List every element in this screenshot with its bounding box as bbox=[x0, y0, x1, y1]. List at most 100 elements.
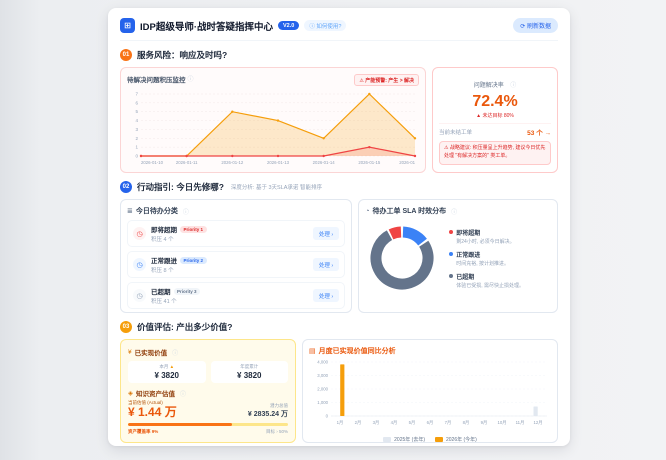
trend-card-title: 月度已实现价值同比分析 bbox=[318, 348, 396, 355]
realized-value-title: 已实现价值 bbox=[134, 350, 168, 357]
info-icon[interactable]: ⓘ bbox=[187, 77, 194, 83]
month-value-box: 本月 ▲ ¥ 3820 bbox=[128, 361, 206, 383]
legend-desc: 剩24小时, 必须今日解决。 bbox=[456, 238, 515, 245]
sla-legend: 即将超期 剩24小时, 必须今日解决。 正常跟进 时间充裕, 按计划推进。 bbox=[449, 228, 524, 289]
backlog-count: 积压 8 个 bbox=[151, 268, 174, 274]
svg-text:2026-01-14: 2026-01-14 bbox=[313, 160, 336, 165]
refresh-data-button[interactable]: ⟳ 刷新数据 bbox=[513, 18, 558, 33]
todo-row-on-track[interactable]: ◷ 正常跟进 Priority 2 积压 8 个 处理 › bbox=[127, 251, 346, 278]
svg-text:3: 3 bbox=[135, 127, 138, 132]
yen-icon: ¥ bbox=[128, 348, 132, 356]
svg-text:2026-01-12: 2026-01-12 bbox=[221, 160, 244, 165]
legend-dot bbox=[449, 274, 454, 278]
svg-text:2026-01-13: 2026-01-13 bbox=[267, 160, 290, 165]
ytd-value: ¥ 3820 bbox=[237, 371, 262, 380]
ytd-value-box: 年度累计 ¥ 3820 bbox=[210, 361, 288, 383]
info-icon[interactable]: ⓘ bbox=[180, 391, 187, 398]
clock-icon: ◷ bbox=[133, 289, 146, 302]
legend-swatch bbox=[435, 437, 443, 442]
todo-card-title: 今日待办分类 bbox=[135, 208, 178, 215]
todo-label: 即将超期 bbox=[151, 227, 177, 234]
legend-dot bbox=[449, 230, 454, 234]
legend-label: 已超期 bbox=[456, 274, 475, 281]
svg-text:1: 1 bbox=[135, 145, 138, 150]
open-tickets-value[interactable]: 53 个 → bbox=[527, 130, 551, 137]
svg-text:7月: 7月 bbox=[445, 420, 452, 426]
priority-badge: Priority 1 bbox=[180, 225, 207, 233]
handle-button[interactable]: 处理 › bbox=[312, 289, 340, 302]
section-risk-header: 01 服务风险：响应及时吗? bbox=[120, 49, 558, 61]
month-value: ¥ 3820 bbox=[154, 371, 179, 380]
legend-label: 2025年 (去年) bbox=[394, 437, 425, 443]
svg-text:2月: 2月 bbox=[355, 420, 362, 426]
info-icon[interactable]: ⓘ bbox=[182, 209, 189, 216]
asset-value-title: 知识资产估值 bbox=[136, 391, 175, 398]
strategy-alert: ⚠ 战略建议: 积压量呈上升趋势, 建议今日优先处理 "有解决方案的" 类工单。 bbox=[439, 141, 551, 165]
section-action-header: 02 行动指引: 今日先修哪? 深度分析: 基于 3天SLA承诺 智能排序 bbox=[120, 181, 558, 193]
dashboard-panel: ⊞ IDP超级导师·战时答疑指挥中心 V2.0 ⓘ 如何使用? ⟳ 刷新数据 0… bbox=[108, 8, 570, 446]
todo-row-overdue-soon[interactable]: ◷ 即将超期 Priority 1 积压 4 个 处理 › bbox=[127, 220, 346, 247]
handle-button[interactable]: 处理 › bbox=[312, 227, 340, 240]
legend-desc: 体验已受损, 需尽快止损处理。 bbox=[456, 282, 525, 289]
legend-desc: 时间充裕, 按计划推进。 bbox=[456, 260, 510, 267]
resolve-rate-value: 72.4% bbox=[472, 93, 518, 110]
header: ⊞ IDP超级导师·战时答疑指挥中心 V2.0 ⓘ 如何使用? ⟳ 刷新数据 bbox=[120, 18, 558, 41]
svg-text:5: 5 bbox=[135, 109, 138, 114]
help-badge[interactable]: ⓘ 如何使用? bbox=[304, 20, 347, 31]
todo-label: 已超期 bbox=[151, 289, 171, 296]
sla-donut-chart bbox=[370, 226, 434, 290]
monthly-bar-chart: 0 1,000 2,000 3,000 4,000 1月 2月 3月 4月 5月 6月 7月 8月 9月 1… bbox=[317, 360, 547, 426]
app-logo-icon: ⊞ bbox=[120, 18, 135, 33]
target-gap-note: ▲ 未达目标 80% bbox=[476, 113, 514, 119]
svg-text:7: 7 bbox=[135, 92, 138, 97]
sla-distribution-card: ◔ 待办工单 SLA 时效分布 ⓘ 即将超期 剩24小时, 必须今日解决。 bbox=[358, 199, 558, 313]
chart-icon: ▤ bbox=[309, 348, 316, 355]
svg-text:9月: 9月 bbox=[481, 420, 488, 426]
svg-text:1,000: 1,000 bbox=[317, 400, 328, 405]
svg-text:10月: 10月 bbox=[497, 420, 506, 426]
coverage-progress-bar bbox=[128, 423, 288, 427]
info-icon[interactable]: ⓘ bbox=[510, 83, 517, 89]
legend-swatch bbox=[383, 437, 392, 442]
svg-text:1月: 1月 bbox=[337, 420, 344, 426]
realized-value-card: ¥ 已实现价值 ⓘ 本月 ▲ ¥ 3820 年度累计 ¥ 3820 ◈ 知识资产… bbox=[120, 339, 296, 443]
todo-category-card: ≣ 今日待办分类 ⓘ ◷ 即将超期 Priority 1 积压 4 个 处理 ›… bbox=[120, 199, 353, 313]
handle-button[interactable]: 处理 › bbox=[312, 258, 340, 271]
info-icon[interactable]: ⓘ bbox=[172, 350, 179, 357]
ytd-label: 年度累计 bbox=[240, 364, 259, 369]
resolve-rate-title: 问题解决率 bbox=[473, 83, 504, 89]
section-value-header: 03 价值评估: 产出多少价值? bbox=[120, 321, 558, 333]
priority-badge: Priority 2 bbox=[180, 256, 207, 264]
svg-text:2: 2 bbox=[135, 136, 138, 141]
section-subtitle: 深度分析: 基于 3天SLA承诺 智能排序 bbox=[230, 185, 322, 191]
legend-item: 已超期 体验已受损, 需尽快止损处理。 bbox=[449, 272, 524, 289]
svg-text:4: 4 bbox=[135, 118, 138, 123]
clock-icon: ◔ bbox=[365, 207, 370, 215]
clock-icon: ◷ bbox=[133, 258, 146, 271]
section-title: 服务风险：响应及时吗? bbox=[137, 50, 228, 60]
todo-row-overdue[interactable]: ◷ 已超期 Priority 3 积压 41 个 处理 › bbox=[127, 282, 346, 309]
priority-badge: Priority 3 bbox=[173, 287, 201, 295]
svg-text:6: 6 bbox=[135, 100, 138, 105]
info-icon[interactable]: ⓘ bbox=[451, 209, 458, 216]
svg-text:3,000: 3,000 bbox=[317, 373, 328, 378]
section-title: 行动指引: 今日先修哪? bbox=[137, 182, 224, 192]
svg-text:2026-01-15: 2026-01-15 bbox=[358, 160, 381, 165]
version-badge: V2.0 bbox=[278, 21, 300, 30]
svg-text:0: 0 bbox=[135, 154, 138, 159]
svg-text:8月: 8月 bbox=[463, 420, 470, 426]
resolve-rate-card: 问题解决率 ⓘ 72.4% ▲ 未达目标 80% 当前未结工单 53 个 → ⚠… bbox=[432, 67, 558, 173]
backlog-count: 积压 41 个 bbox=[151, 299, 177, 305]
backlog-monitor-card: 待解决问题积压监控 ⓘ ⚠ 产能预警: 产生 > 解决 0 1 2 3 4 5 6 7 2026… bbox=[120, 67, 426, 173]
svg-text:2026-01-11: 2026-01-11 bbox=[176, 160, 198, 165]
legend-label: 正常跟进 bbox=[456, 252, 481, 259]
svg-text:2,000: 2,000 bbox=[317, 387, 328, 392]
svg-text:12月: 12月 bbox=[533, 420, 542, 426]
month-label: 本月 bbox=[159, 364, 170, 369]
backlog-count: 积压 4 个 bbox=[151, 237, 174, 243]
coverage-label: 资产覆盖率 9% bbox=[128, 429, 159, 435]
legend-label: 2026年 (今年) bbox=[446, 437, 477, 443]
capacity-warning-badge: ⚠ 产能预警: 产生 > 解决 bbox=[354, 74, 419, 86]
target-label: 目标 › 50% bbox=[265, 429, 288, 435]
svg-text:2026-01: 2026-01 bbox=[399, 160, 415, 165]
